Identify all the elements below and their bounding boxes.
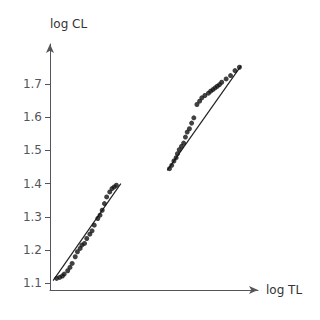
svg-text:1.2: 1.2 [23, 243, 42, 257]
svg-text:log TL: log TL [266, 283, 302, 297]
svg-text:1.3: 1.3 [23, 210, 42, 224]
svg-text:1.1: 1.1 [23, 276, 42, 290]
svg-text:1.7: 1.7 [23, 77, 42, 91]
svg-text:log CL: log CL [50, 17, 87, 31]
svg-text:1.5: 1.5 [23, 143, 42, 157]
svg-text:1.4: 1.4 [23, 177, 42, 191]
svg-text:1.6: 1.6 [23, 110, 42, 124]
